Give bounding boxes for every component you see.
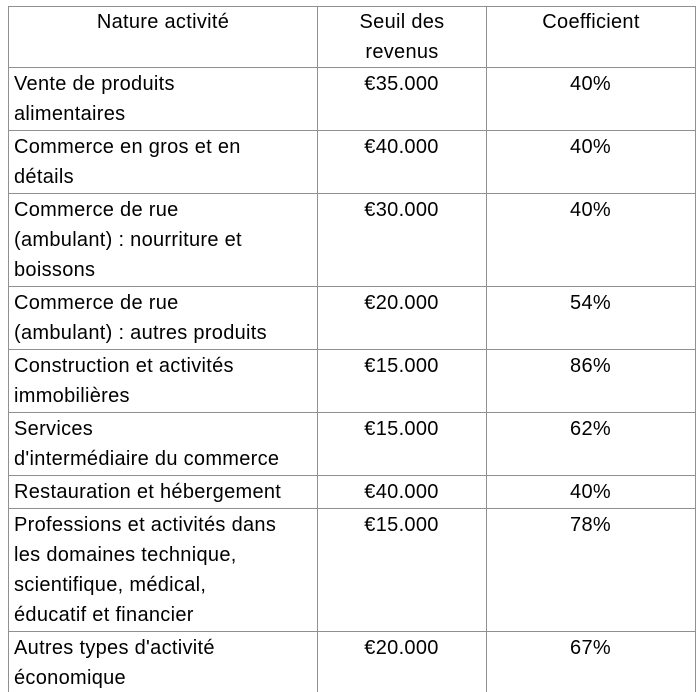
revenue-threshold-cell: €20.000 (317, 286, 487, 350)
revenue-threshold-cell: €15.000 (317, 508, 487, 632)
table-row: Commerce de rue (ambulant) : autres prod… (8, 286, 696, 350)
coefficient-cell: 86% (486, 349, 696, 413)
activity-cell: Commerce de rue (ambulant) : nourriture … (8, 193, 318, 287)
activity-cell: Services d'intermédiaire du commerce (8, 412, 318, 476)
activity-coefficient-table: Nature activité Seuil des revenus Coeffi… (8, 6, 696, 692)
activity-cell: Commerce de rue (ambulant) : autres prod… (8, 286, 318, 350)
activity-cell: Construction et activités immobilières (8, 349, 318, 413)
table-row: Commerce en gros et en détails €40.000 4… (8, 130, 696, 194)
revenue-threshold-cell: €35.000 (317, 67, 487, 131)
revenue-threshold-cell: €40.000 (317, 475, 487, 509)
coefficient-cell: 54% (486, 286, 696, 350)
coefficient-cell: 40% (486, 130, 696, 194)
activity-cell: Vente de produits alimentaires (8, 67, 318, 131)
revenue-threshold-cell: €30.000 (317, 193, 487, 287)
table-row: Restauration et hébergement €40.000 40% (8, 475, 696, 509)
table-row: Autres types d'activité économique €20.0… (8, 631, 696, 692)
activity-cell: Autres types d'activité économique (8, 631, 318, 692)
table-body: Vente de produits alimentaires €35.000 4… (8, 67, 696, 692)
column-header-nature-activite: Nature activité (8, 6, 318, 68)
revenue-threshold-cell: €15.000 (317, 412, 487, 476)
activity-cell: Professions et activités dans les domain… (8, 508, 318, 632)
revenue-threshold-cell: €20.000 (317, 631, 487, 692)
table-row: Construction et activités immobilières €… (8, 349, 696, 413)
revenue-threshold-cell: €15.000 (317, 349, 487, 413)
coefficient-cell: 78% (486, 508, 696, 632)
table-row: Vente de produits alimentaires €35.000 4… (8, 67, 696, 131)
coefficient-cell: 40% (486, 475, 696, 509)
header-row: Nature activité Seuil des revenus Coeffi… (8, 6, 696, 68)
coefficient-cell: 40% (486, 67, 696, 131)
activity-cell: Commerce en gros et en détails (8, 130, 318, 194)
column-header-coefficient: Coefficient (486, 6, 696, 68)
coefficient-cell: 40% (486, 193, 696, 287)
activity-cell: Restauration et hébergement (8, 475, 318, 509)
table-row: Commerce de rue (ambulant) : nourriture … (8, 193, 696, 287)
revenue-threshold-cell: €40.000 (317, 130, 487, 194)
table-row: Services d'intermédiaire du commerce €15… (8, 412, 696, 476)
table-header: Nature activité Seuil des revenus Coeffi… (8, 6, 696, 68)
column-header-seuil-des-revenus: Seuil des revenus (317, 6, 487, 68)
coefficient-cell: 62% (486, 412, 696, 476)
coefficient-cell: 67% (486, 631, 696, 692)
table-row: Professions et activités dans les domain… (8, 508, 696, 632)
